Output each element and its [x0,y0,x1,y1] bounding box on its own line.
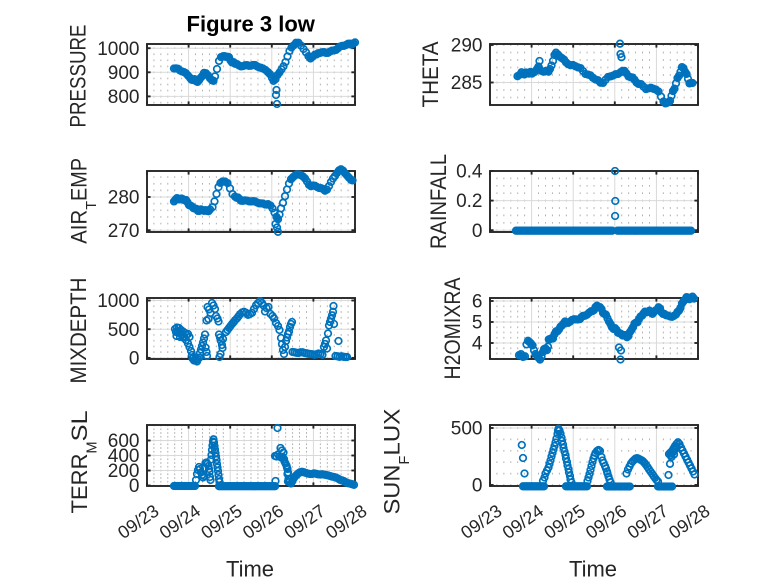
svg-text:THETA: THETA [418,42,443,108]
svg-text:0: 0 [472,476,483,497]
svg-text:5: 5 [472,313,483,334]
svg-text:4: 4 [472,334,483,355]
svg-text:400: 400 [108,446,140,467]
svg-text:PRESSURE: PRESSURE [66,25,91,128]
svg-text:0: 0 [129,349,140,370]
svg-text:Figure 3 low: Figure 3 low [187,12,316,37]
svg-text:6: 6 [472,292,483,313]
svg-text:MIXDEPTH: MIXDEPTH [66,278,91,384]
svg-text:800: 800 [108,87,140,108]
svg-text:Time: Time [226,557,274,582]
svg-text:200: 200 [108,461,140,482]
svg-text:270: 270 [108,221,140,242]
svg-text:1000: 1000 [97,39,139,60]
svg-text:SUNFLUX: SUNFLUX [380,409,414,515]
svg-text:1000: 1000 [97,291,139,312]
svg-text:Time: Time [569,557,617,582]
svg-text:285: 285 [451,73,483,94]
svg-text:0: 0 [472,221,483,242]
svg-text:RAINFALL: RAINFALL [426,154,451,249]
svg-text:AIRTEMP: AIRTEMP [67,158,101,244]
svg-text:500: 500 [451,419,483,440]
svg-text:0.2: 0.2 [456,191,482,212]
svg-text:500: 500 [108,320,140,341]
svg-text:280: 280 [108,188,140,209]
svg-text:TERRMSL: TERRMSL [67,410,101,513]
svg-text:H2OMIXRA: H2OMIXRA [440,278,465,380]
svg-text:600: 600 [108,431,140,452]
svg-text:290: 290 [451,36,483,57]
svg-text:900: 900 [108,63,140,84]
svg-text:0: 0 [129,476,140,497]
svg-text:0.4: 0.4 [456,162,483,183]
